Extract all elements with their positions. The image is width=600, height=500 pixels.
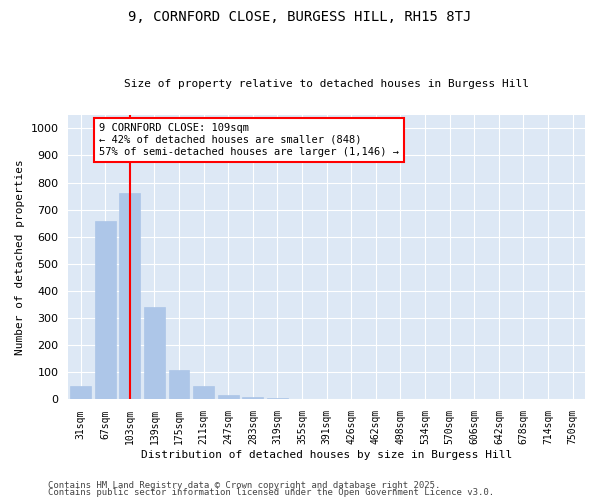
Title: Size of property relative to detached houses in Burgess Hill: Size of property relative to detached ho… bbox=[124, 79, 529, 89]
Text: 9, CORNFORD CLOSE, BURGESS HILL, RH15 8TJ: 9, CORNFORD CLOSE, BURGESS HILL, RH15 8T… bbox=[128, 10, 472, 24]
Bar bbox=[218, 396, 239, 400]
Text: Contains public sector information licensed under the Open Government Licence v3: Contains public sector information licen… bbox=[48, 488, 494, 497]
X-axis label: Distribution of detached houses by size in Burgess Hill: Distribution of detached houses by size … bbox=[141, 450, 512, 460]
Bar bbox=[292, 399, 313, 400]
Bar bbox=[193, 386, 214, 400]
Bar bbox=[169, 370, 190, 400]
Text: 9 CORNFORD CLOSE: 109sqm
← 42% of detached houses are smaller (848)
57% of semi-: 9 CORNFORD CLOSE: 109sqm ← 42% of detach… bbox=[99, 124, 399, 156]
Bar bbox=[119, 194, 140, 400]
Bar bbox=[267, 398, 288, 400]
Y-axis label: Number of detached properties: Number of detached properties bbox=[15, 159, 25, 355]
Bar bbox=[95, 220, 116, 400]
Bar bbox=[144, 308, 165, 400]
Bar bbox=[70, 386, 91, 400]
Text: Contains HM Land Registry data © Crown copyright and database right 2025.: Contains HM Land Registry data © Crown c… bbox=[48, 480, 440, 490]
Bar bbox=[242, 398, 263, 400]
